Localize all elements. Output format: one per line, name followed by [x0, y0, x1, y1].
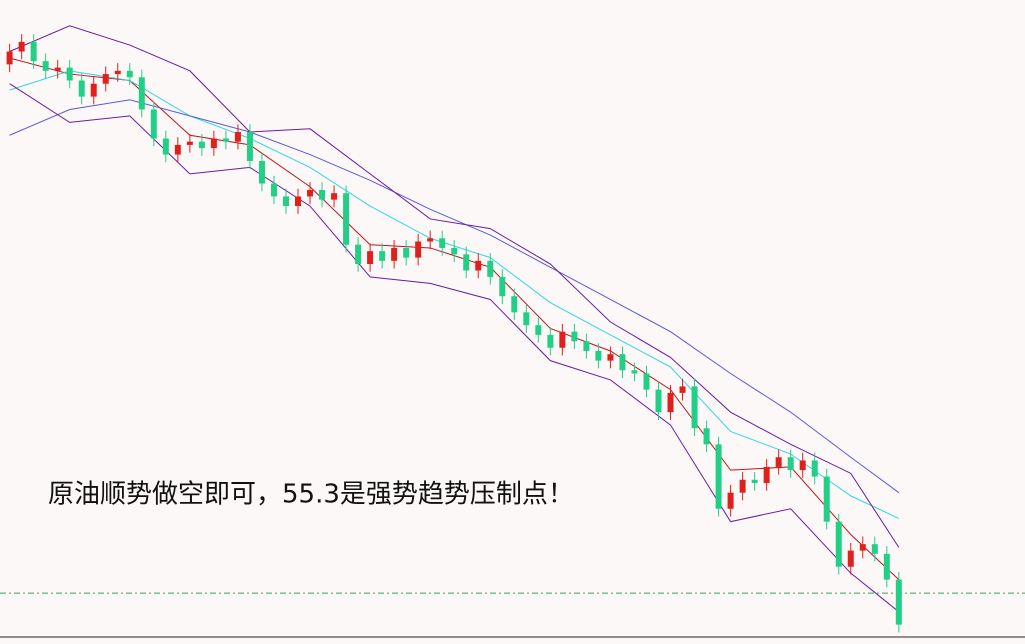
candle-body	[691, 386, 698, 429]
indicator-line	[9, 70, 900, 519]
candle-body	[282, 196, 289, 207]
candle-body	[427, 238, 434, 242]
candle-body	[607, 354, 614, 361]
candle-body	[823, 476, 830, 522]
candle-body	[355, 244, 362, 265]
candle-body	[859, 544, 866, 551]
candle-body	[463, 254, 470, 271]
candle-body	[258, 161, 265, 184]
candle-body	[787, 457, 794, 471]
candle-body	[18, 41, 25, 52]
candle-body	[114, 70, 121, 75]
candle-body	[30, 41, 37, 62]
candle-body	[54, 67, 61, 71]
candle-body	[583, 341, 590, 351]
candle-body	[126, 70, 133, 78]
candle-body	[307, 189, 314, 197]
candle-body	[439, 238, 446, 248]
candle-body	[871, 544, 878, 554]
candle-body	[811, 460, 818, 477]
candle-body	[415, 241, 422, 258]
candle-body	[667, 392, 674, 413]
indicator-line	[9, 99, 900, 494]
candle-body	[727, 492, 734, 509]
candle-body	[234, 132, 241, 142]
candle-body	[367, 251, 374, 265]
candle-body	[319, 189, 326, 200]
candle-body	[511, 296, 518, 313]
candle-body	[535, 325, 542, 335]
candle-body	[42, 61, 49, 71]
candle-body	[799, 460, 806, 471]
candle-body	[703, 428, 710, 445]
candle-body	[571, 331, 578, 342]
candle-body	[186, 141, 193, 145]
candle-body	[655, 389, 662, 413]
indicator-line	[9, 83, 900, 613]
candle-body	[102, 74, 109, 84]
candle-body	[739, 479, 746, 493]
candle-body	[499, 276, 506, 297]
candle-body	[487, 260, 494, 277]
candle-body	[343, 193, 350, 245]
candle-body	[451, 247, 458, 255]
candle-body	[174, 144, 181, 155]
candle-body	[775, 457, 782, 467]
candle-body	[631, 370, 638, 374]
candle-body	[66, 67, 73, 81]
candle-body	[835, 521, 842, 567]
plot	[0, 25, 1025, 633]
candle-body	[391, 247, 398, 261]
candle-body	[643, 373, 650, 390]
candle-body	[715, 444, 722, 509]
candle-body	[559, 331, 566, 348]
candle-body	[379, 251, 386, 261]
candle-body	[6, 51, 13, 65]
candle-body	[90, 83, 97, 97]
candle-body	[751, 479, 758, 483]
indicator-line	[9, 25, 900, 548]
candle-body	[547, 334, 554, 348]
candle-body	[595, 350, 602, 361]
candle-body	[883, 553, 890, 580]
candle-body	[150, 109, 157, 139]
candle-body	[78, 80, 85, 97]
candle-body	[619, 354, 626, 371]
candle-body	[523, 312, 530, 326]
candle-body	[270, 183, 277, 197]
candle-body	[198, 141, 205, 149]
candle-body	[162, 138, 169, 155]
annotation: 原油顺势做空即可，55.3是强势趋势压制点！	[48, 480, 574, 510]
candle-body	[679, 386, 686, 393]
candle-body	[847, 550, 854, 567]
candle-body	[246, 132, 253, 161]
candle-body	[331, 193, 338, 200]
candle-body	[138, 77, 145, 110]
candle-body	[475, 260, 482, 271]
candle-body	[403, 247, 410, 258]
candle-body	[295, 196, 302, 207]
candle-body	[763, 466, 770, 483]
candle-body	[222, 138, 229, 142]
candle-body	[895, 579, 902, 625]
candle-body	[210, 138, 217, 149]
